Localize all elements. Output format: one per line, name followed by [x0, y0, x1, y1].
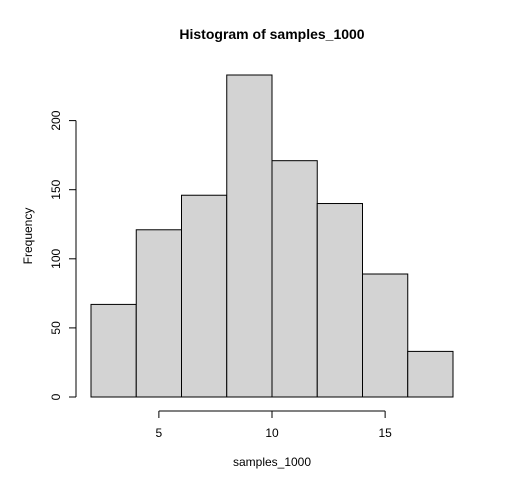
x-tick-label: 15 [378, 426, 392, 440]
histogram-bar-3 [181, 194, 228, 398]
chart-title: Histogram of samples_1000 [179, 26, 364, 42]
histogram-bar-5 [271, 160, 318, 398]
histogram-bar-8 [407, 350, 454, 398]
histogram-bar-6 [316, 203, 363, 398]
x-tick-label: 5 [156, 426, 163, 440]
histogram-bar-7 [362, 273, 409, 398]
histogram-bar-4 [226, 74, 273, 398]
bars-group [90, 74, 454, 398]
y-tick-label: 200 [49, 110, 63, 130]
y-axis: 0 50 100 150 200 [49, 110, 77, 400]
histogram-bar-1 [90, 303, 137, 398]
x-tick-label: 10 [265, 426, 279, 440]
y-tick-label: 50 [49, 321, 63, 335]
y-tick-label: 100 [49, 248, 63, 268]
histogram-bar-2 [135, 229, 182, 398]
y-tick-label: 0 [49, 393, 63, 400]
x-axis-label: samples_1000 [233, 455, 311, 469]
y-axis-label: Frequency [21, 208, 35, 265]
x-axis: 5 10 15 [156, 410, 392, 440]
y-tick-label: 150 [49, 179, 63, 199]
